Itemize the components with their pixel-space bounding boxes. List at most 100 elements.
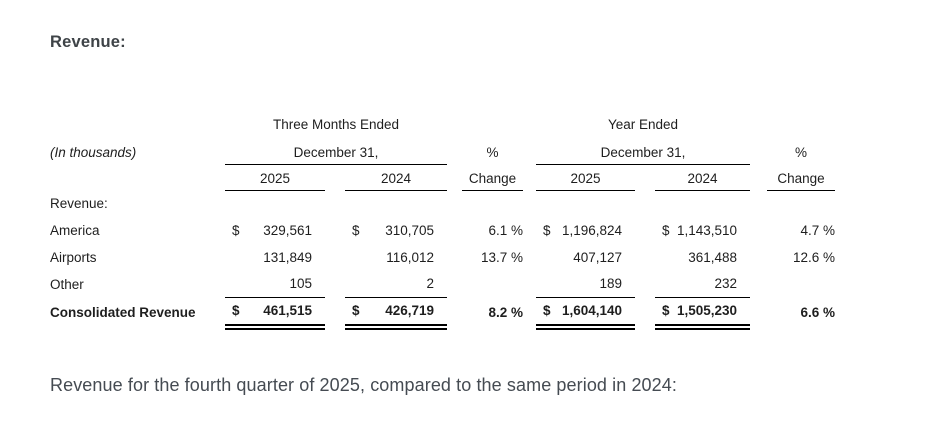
spacer-cell [325, 244, 345, 271]
spacer-cell [635, 217, 655, 244]
spacer-cell [447, 271, 462, 297]
spacer-cell [635, 244, 655, 271]
amount-tm-2025: $461,515 [225, 297, 325, 330]
table-row-other: Other 105 2 189 232 [50, 271, 835, 298]
amount-yr-2025: 407,127 [536, 244, 635, 271]
spacer-cell [635, 297, 655, 327]
row-label: Consolidated Revenue [50, 304, 196, 320]
amount-yr-2024: 361,488 [655, 244, 750, 271]
currency-symbol: $ [352, 223, 360, 238]
spacer-cell [750, 297, 767, 327]
row-label: Other [50, 276, 84, 292]
amount-value: 361,488 [688, 250, 738, 265]
spacer-cell [225, 190, 835, 217]
amount-value: 426,719 [385, 303, 435, 319]
spacer-cell [523, 297, 536, 327]
header-row-date: (In thousands) December 31, % December 3… [50, 136, 835, 165]
spacer-cell [325, 271, 345, 297]
period-header-three-months: Three Months Ended [272, 117, 400, 132]
amount-value: 105 [289, 276, 312, 292]
spacer-cell [462, 112, 523, 136]
spacer-cell [50, 164, 225, 190]
amount-tm-2024: $426,719 [345, 297, 448, 330]
table-row-airports: Airports 131,849 116,012 13.7 % 407,127 … [50, 244, 835, 271]
amount-value: 1,196,824 [561, 223, 623, 238]
amount-value: 461,515 [263, 303, 312, 319]
amount-value: 310,705 [385, 223, 435, 238]
pct-header-yr: % [795, 145, 808, 160]
page-title: Revenue: [50, 33, 126, 51]
amount-tm-2024: 116,012 [345, 244, 447, 271]
currency-symbol: $ [662, 303, 670, 319]
amount-tm-2025: 105 [225, 271, 325, 298]
amount-tm-2024: $310,705 [345, 217, 447, 244]
amount-value: 407,127 [573, 250, 623, 265]
spacer-cell [750, 112, 767, 136]
in-thousands-label: (In thousands) [50, 145, 137, 160]
percent-change-tm [462, 271, 523, 297]
spacer-cell [50, 112, 225, 136]
date-header-three-months: December 31, [225, 136, 448, 165]
spacer-cell [325, 297, 345, 327]
spacer-cell [750, 136, 767, 164]
amount-tm-2025: $329,561 [225, 217, 325, 244]
amount-tm-2024: 2 [345, 271, 448, 298]
currency-symbol: $ [232, 303, 240, 319]
percent-change-tm: 6.1 % [488, 223, 524, 238]
spacer-cell [750, 164, 767, 190]
spacer-cell [635, 164, 655, 190]
spacer-cell [447, 244, 462, 271]
amount-value: 232 [714, 276, 738, 292]
spacer-cell [635, 271, 655, 297]
spacer-cell [750, 217, 767, 244]
section-label: Revenue: [50, 196, 108, 211]
currency-symbol: $ [543, 223, 551, 238]
amount-yr-2024: 232 [655, 271, 751, 298]
amount-value: 189 [599, 276, 623, 292]
amount-yr-2025: $1,604,140 [536, 297, 636, 330]
row-label: America [50, 223, 100, 238]
spacer-cell [447, 164, 462, 190]
spacer-cell [447, 112, 462, 136]
year-header-tm-2024: 2024 [345, 164, 448, 191]
percent-change-yr: 6.6 % [800, 304, 836, 320]
spacer-cell [767, 112, 835, 136]
amount-value: 116,012 [386, 250, 435, 265]
change-header-tm: Change [462, 164, 524, 191]
spacer-cell [523, 271, 536, 297]
spacer-cell [325, 164, 345, 190]
amount-yr-2024: $1,143,510 [655, 217, 750, 244]
amount-value: 2 [426, 276, 435, 292]
spacer-cell [447, 136, 462, 164]
currency-symbol: $ [543, 303, 551, 319]
spacer-cell [523, 244, 536, 271]
spacer-cell [447, 297, 462, 327]
percent-change-yr: 12.6 % [793, 250, 836, 265]
percent-change-yr: 4.7 % [800, 223, 836, 238]
amount-tm-2025: 131,849 [225, 244, 325, 271]
table-row-america: America $329,561 $310,705 6.1 % $1,196,8… [50, 217, 835, 244]
amount-value: 131,849 [263, 250, 312, 265]
amount-yr-2025: 189 [536, 271, 636, 298]
amount-yr-2025: $1,196,824 [536, 217, 635, 244]
date-header-year-ended: December 31, [536, 136, 751, 165]
footer-narrative-text: Revenue for the fourth quarter of 2025, … [50, 375, 677, 395]
header-row-years: 2025 2024 Change 2025 2024 Change [50, 164, 836, 191]
row-label: Airports [50, 250, 97, 265]
currency-symbol: $ [662, 223, 670, 238]
spacer-cell [325, 217, 345, 244]
amount-value: 1,143,510 [676, 223, 738, 238]
change-header-yr: Change [767, 164, 836, 191]
amount-value: 1,505,230 [676, 303, 738, 319]
spacer-cell [750, 244, 767, 271]
percent-change-yr [767, 271, 835, 297]
table-row-consolidated-revenue: Consolidated Revenue $461,515 $426,719 8… [50, 297, 836, 330]
header-row-period: Three Months Ended Year Ended [50, 112, 835, 136]
percent-change-tm: 8.2 % [488, 304, 524, 320]
amount-yr-2024: $1,505,230 [655, 297, 751, 330]
spacer-cell [447, 217, 462, 244]
percent-change-tm: 13.7 % [481, 250, 524, 265]
spacer-cell [523, 136, 536, 164]
year-header-tm-2025: 2025 [225, 164, 325, 191]
